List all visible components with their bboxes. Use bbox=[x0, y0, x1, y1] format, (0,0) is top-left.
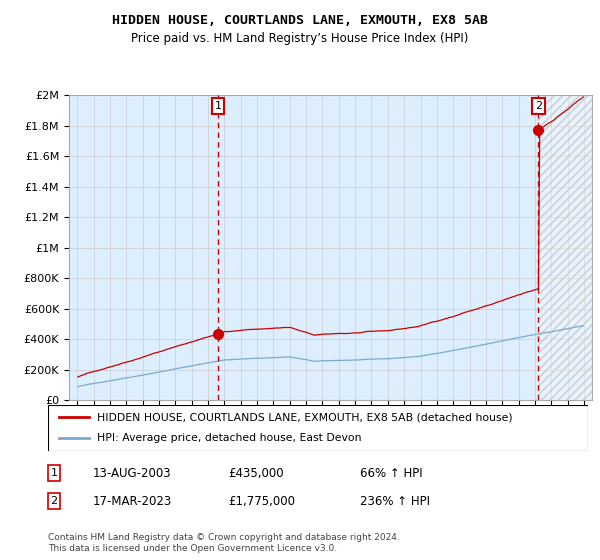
Text: 1: 1 bbox=[215, 101, 221, 111]
Bar bbox=[538, 95, 592, 400]
Text: 2: 2 bbox=[50, 496, 58, 506]
Bar bbox=[538, 95, 592, 400]
Text: 2: 2 bbox=[535, 101, 542, 111]
Text: Contains HM Land Registry data © Crown copyright and database right 2024.
This d: Contains HM Land Registry data © Crown c… bbox=[48, 533, 400, 553]
Text: 66% ↑ HPI: 66% ↑ HPI bbox=[360, 466, 422, 480]
Text: 236% ↑ HPI: 236% ↑ HPI bbox=[360, 494, 430, 508]
Bar bbox=[538, 95, 592, 400]
Text: Price paid vs. HM Land Registry’s House Price Index (HPI): Price paid vs. HM Land Registry’s House … bbox=[131, 32, 469, 45]
Text: 1: 1 bbox=[50, 468, 58, 478]
Text: 17-MAR-2023: 17-MAR-2023 bbox=[93, 494, 172, 508]
Text: HPI: Average price, detached house, East Devon: HPI: Average price, detached house, East… bbox=[97, 433, 361, 444]
Text: £435,000: £435,000 bbox=[228, 466, 284, 480]
Text: £1,775,000: £1,775,000 bbox=[228, 494, 295, 508]
Text: 13-AUG-2003: 13-AUG-2003 bbox=[93, 466, 172, 480]
Text: HIDDEN HOUSE, COURTLANDS LANE, EXMOUTH, EX8 5AB (detached house): HIDDEN HOUSE, COURTLANDS LANE, EXMOUTH, … bbox=[97, 412, 512, 422]
Text: HIDDEN HOUSE, COURTLANDS LANE, EXMOUTH, EX8 5AB: HIDDEN HOUSE, COURTLANDS LANE, EXMOUTH, … bbox=[112, 14, 488, 27]
